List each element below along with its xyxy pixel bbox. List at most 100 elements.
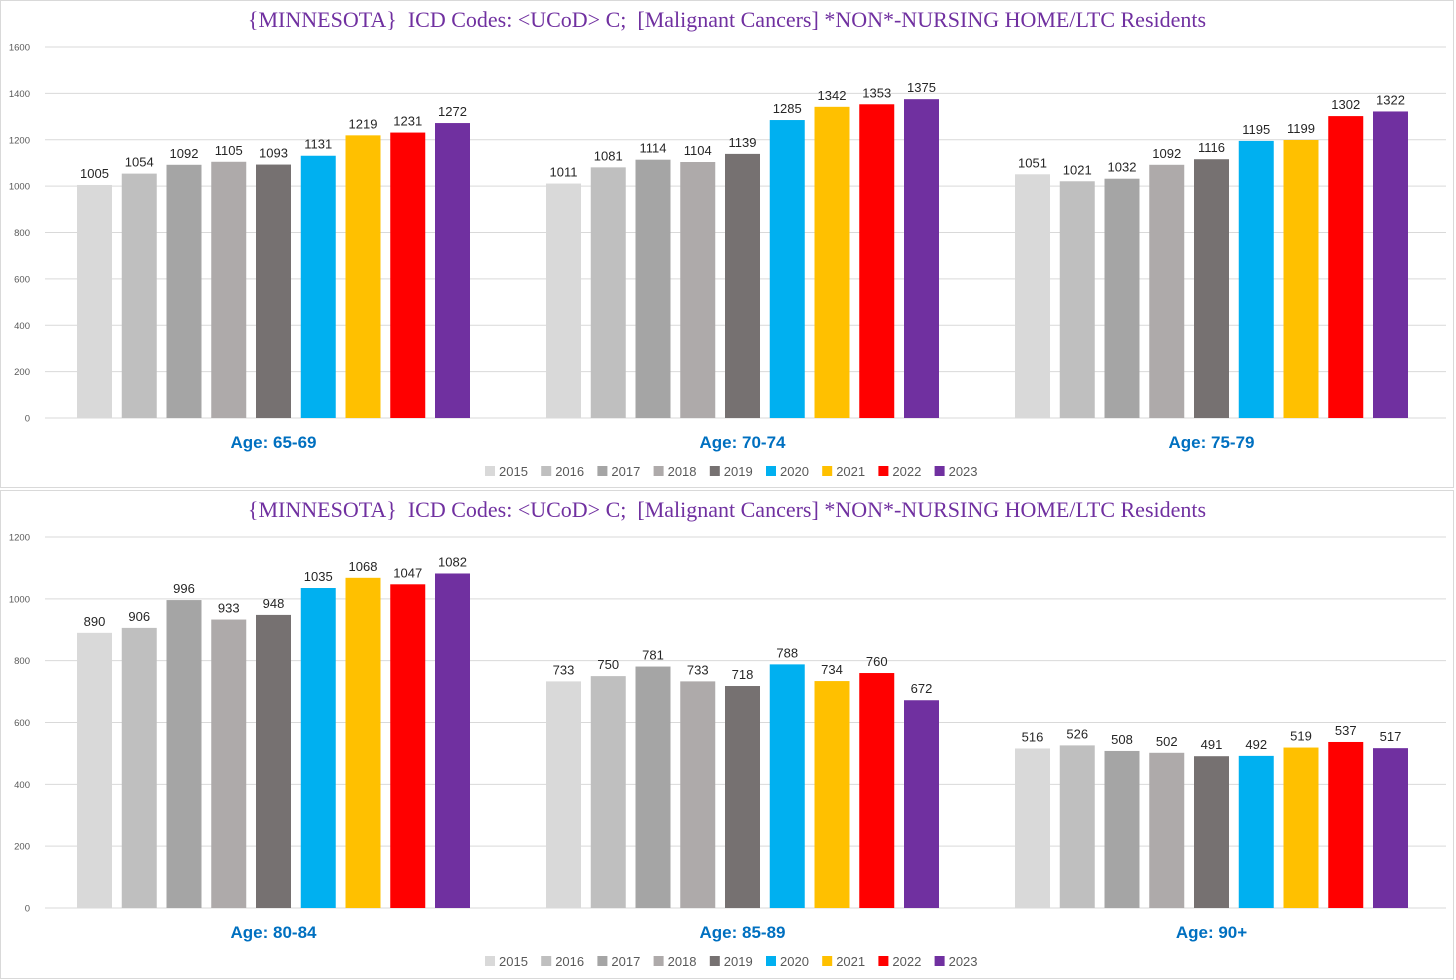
data-label: 1068 <box>349 559 378 574</box>
data-label: 1021 <box>1063 162 1092 177</box>
data-label: 1114 <box>640 141 667 156</box>
bar-2022 <box>390 132 426 418</box>
bar-2015 <box>1015 748 1050 908</box>
legend-label-2022: 2022 <box>892 954 921 969</box>
legend-label-2017: 2017 <box>611 954 640 969</box>
data-label: 537 <box>1335 723 1357 738</box>
data-label: 502 <box>1156 734 1178 749</box>
bar-2022 <box>859 673 895 908</box>
data-label: 1104 <box>684 143 712 158</box>
bar-2020 <box>769 120 805 419</box>
data-label: 718 <box>732 667 754 682</box>
data-label: 491 <box>1201 737 1223 752</box>
bar-2019 <box>256 164 291 418</box>
data-label: 508 <box>1111 732 1133 747</box>
bar-2021 <box>345 577 381 908</box>
y-tick-label: 1600 <box>9 43 30 54</box>
bar-2020 <box>300 155 336 418</box>
bar-2022 <box>390 584 426 908</box>
data-label: 492 <box>1245 737 1267 752</box>
legend-swatch-2021 <box>822 956 833 966</box>
legend-swatch-2016 <box>541 956 552 966</box>
y-tick-label: 1000 <box>9 182 30 193</box>
data-label: 733 <box>687 662 709 677</box>
bar-2016 <box>121 627 157 908</box>
bar-2023 <box>1373 111 1408 419</box>
x-category-label: Age: 75-79 <box>1169 433 1255 452</box>
bar-2017 <box>635 666 671 908</box>
legend-swatch-2022 <box>878 956 889 966</box>
data-label: 1047 <box>393 565 422 580</box>
data-label: 1342 <box>818 88 847 103</box>
bar-2017 <box>1104 750 1140 908</box>
legend-label-2019: 2019 <box>724 954 753 969</box>
data-label: 1081 <box>594 148 623 163</box>
legend-swatch-2016 <box>541 466 552 476</box>
data-label: 1131 <box>304 137 332 152</box>
legend-label-2019: 2019 <box>724 464 753 479</box>
chart-panel-bottom: {MINNESOTA} ICD Codes: <UCoD> C; [Malign… <box>0 490 1454 979</box>
data-label: 788 <box>776 645 798 660</box>
y-tick-label: 600 <box>14 274 30 285</box>
legend-swatch-2022 <box>878 466 889 476</box>
bar-2017 <box>166 600 202 908</box>
bar-2016 <box>121 173 157 418</box>
bar-2015 <box>1015 174 1050 418</box>
legend-label-2022: 2022 <box>892 464 921 479</box>
chart-bottom-svg: 0 200 400 600 800 1000 1200 890 906 996 933 948 1035… <box>9 533 1446 969</box>
data-label: 1005 <box>80 166 109 181</box>
data-label: 1092 <box>170 146 199 161</box>
bar-2022 <box>1328 741 1364 908</box>
data-label: 734 <box>821 662 843 677</box>
data-label: 906 <box>128 609 150 624</box>
legend-swatch-2018 <box>653 466 664 476</box>
data-label: 526 <box>1066 726 1088 741</box>
data-label: 1051 <box>1018 155 1047 170</box>
data-label: 1195 <box>1242 122 1270 137</box>
bar-2015 <box>546 681 581 908</box>
legend-label-2018: 2018 <box>668 464 697 479</box>
bar-2020 <box>769 664 805 908</box>
legend-label-2023: 2023 <box>949 954 978 969</box>
legend-label-2016: 2016 <box>555 954 584 969</box>
bar-2021 <box>345 135 381 419</box>
x-category-label: Age: 65-69 <box>231 433 317 452</box>
data-label: 1375 <box>907 80 936 95</box>
y-tick-label: 0 <box>25 414 30 425</box>
data-label: 1302 <box>1331 97 1360 112</box>
data-label: 1231 <box>393 114 422 129</box>
x-category-label: Age: 90+ <box>1176 923 1247 942</box>
bar-2018 <box>1149 164 1185 418</box>
legend-swatch-2019 <box>709 466 720 476</box>
legend-swatch-2017 <box>597 466 608 476</box>
bar-2015 <box>77 632 112 908</box>
data-label: 1322 <box>1376 92 1405 107</box>
legend-label-2017: 2017 <box>611 464 640 479</box>
data-label: 1219 <box>349 116 378 131</box>
y-tick-label: 200 <box>14 842 30 853</box>
legend-label-2015: 2015 <box>499 464 528 479</box>
chart-top-svg: 0 200 400 600 800 1000 1200 1400 1600 1005 1054 109… <box>9 43 1446 479</box>
bar-2020 <box>1238 755 1274 908</box>
bar-2019 <box>725 153 760 418</box>
legend-swatch-2021 <box>822 466 833 476</box>
legend-swatch-2015 <box>485 956 495 966</box>
legend-swatch-2018 <box>653 956 664 966</box>
chart-panel-top: {MINNESOTA} ICD Codes: <UCoD> C; [Malign… <box>0 0 1454 488</box>
bar-2017 <box>1104 178 1140 418</box>
legend-swatch-2023 <box>934 466 945 476</box>
bar-2016 <box>590 167 626 418</box>
bar-2023 <box>904 700 939 908</box>
bar-2019 <box>1194 159 1229 419</box>
data-label: 760 <box>866 654 888 669</box>
data-label: 1093 <box>259 146 288 161</box>
bar-2018 <box>680 162 716 418</box>
legend-swatch-2017 <box>597 956 608 966</box>
legend-label-2016: 2016 <box>555 464 584 479</box>
y-tick-label: 0 <box>25 904 30 915</box>
data-label: 890 <box>84 614 106 629</box>
data-label: 1105 <box>215 143 243 158</box>
data-label: 1054 <box>125 155 154 170</box>
bar-2017 <box>166 164 202 418</box>
y-tick-label: 800 <box>14 656 30 667</box>
